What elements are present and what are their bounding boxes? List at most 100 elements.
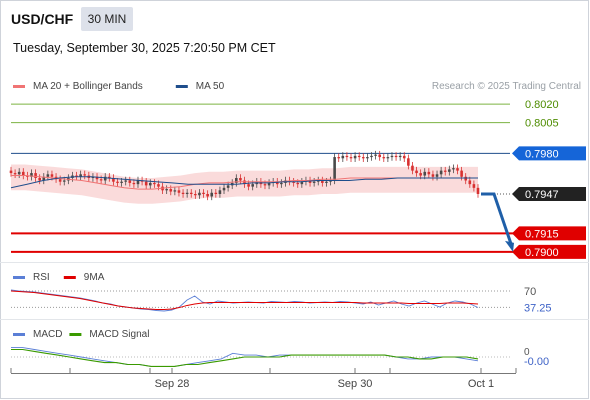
candle-body xyxy=(21,171,25,176)
candle-body xyxy=(345,155,349,158)
candle-body xyxy=(222,187,226,191)
candle-body xyxy=(214,192,218,194)
candle-body xyxy=(95,176,99,180)
candle-body xyxy=(153,182,156,185)
candle-body xyxy=(239,178,242,181)
candle-body xyxy=(177,190,181,193)
support-label: 0.7915 xyxy=(525,228,559,240)
candle-body xyxy=(148,182,152,186)
candle-body xyxy=(99,179,103,181)
candle-body xyxy=(83,174,87,176)
candle-body xyxy=(132,182,136,185)
x-tick-label: Oct 1 xyxy=(468,378,494,390)
candle-body xyxy=(79,174,82,177)
candle-body xyxy=(136,180,140,185)
candle-body xyxy=(243,180,246,185)
candle-body xyxy=(419,173,422,176)
candle-body xyxy=(427,171,431,175)
candle-body xyxy=(9,170,13,174)
candle-body xyxy=(366,157,369,159)
legend-rsi-label: RSI xyxy=(33,272,50,283)
candle-body xyxy=(157,184,160,187)
ma50-line xyxy=(10,176,478,189)
resistance-label: 0.8005 xyxy=(525,118,559,130)
rsi-value-label: 37.25 xyxy=(524,302,552,314)
legend-main-label: MA 20 + Bollinger Bands xyxy=(33,81,143,92)
projection-arrowhead xyxy=(505,240,514,252)
candle-body xyxy=(112,178,115,182)
candle-body xyxy=(460,170,463,177)
legend-rsi-label: 9MA xyxy=(84,272,105,283)
candle-body xyxy=(206,194,209,197)
candle-body xyxy=(58,179,62,182)
candle-body xyxy=(357,155,361,158)
candle-body xyxy=(165,189,168,191)
candle-body xyxy=(394,155,398,158)
candle-body xyxy=(411,165,414,171)
candle-body xyxy=(173,190,177,192)
candle-body xyxy=(202,192,205,194)
candle-body xyxy=(325,181,328,183)
x-tick-label: Sep 28 xyxy=(155,378,190,390)
candle-body xyxy=(50,174,54,177)
legend-main-label: MA 50 xyxy=(196,81,225,92)
candle-body xyxy=(353,155,357,159)
candle-body xyxy=(476,187,480,194)
candle-body xyxy=(337,157,341,159)
candle-body xyxy=(75,175,78,177)
candle-body xyxy=(251,184,254,187)
candle-body xyxy=(210,192,214,197)
candle-body xyxy=(386,157,390,159)
candle-body xyxy=(452,168,455,170)
candle-body xyxy=(321,180,324,183)
candle-body xyxy=(144,181,148,186)
candle-body xyxy=(312,181,316,183)
legend-rsi-swatch xyxy=(13,276,25,279)
candle-body xyxy=(263,184,267,186)
candle-body xyxy=(194,194,197,196)
candle-body xyxy=(349,157,353,159)
candle-body xyxy=(185,192,189,194)
candle-body xyxy=(189,192,193,194)
candle-body xyxy=(316,180,320,182)
candle-body xyxy=(407,158,410,166)
legend-macd-label: MACD xyxy=(33,329,62,340)
support-tag xyxy=(512,226,586,241)
candle-body xyxy=(390,155,394,158)
candle-body xyxy=(218,190,222,194)
candle-body xyxy=(468,180,472,185)
rsi-ma9-line xyxy=(10,290,479,310)
candle-body xyxy=(415,170,418,174)
candle-body xyxy=(267,182,271,186)
support-tag xyxy=(512,244,586,259)
candle-body xyxy=(456,168,459,171)
resistance-label: 0.8020 xyxy=(525,99,559,111)
candle-body xyxy=(374,154,377,156)
timeframe-badge[interactable]: 30 MIN xyxy=(81,7,133,31)
x-tick-label: Sep 30 xyxy=(338,378,373,390)
candle-body xyxy=(329,180,332,182)
candle-body xyxy=(42,176,46,181)
candle-body xyxy=(398,155,402,158)
projection-arrow xyxy=(481,192,513,245)
macd-value-label: -0.00 xyxy=(524,356,549,368)
candle-body xyxy=(435,174,439,177)
pivot-tag xyxy=(512,146,586,161)
candle-body xyxy=(108,176,111,178)
candle-body xyxy=(464,176,468,181)
candle-body xyxy=(448,169,451,172)
symbol-title: USD/CHF xyxy=(11,11,74,27)
candle-body xyxy=(378,154,381,158)
candle-body xyxy=(13,173,17,175)
candle-body xyxy=(120,181,123,183)
candle-body xyxy=(292,181,295,183)
candle-body xyxy=(361,157,365,159)
pivot-label: 0.7980 xyxy=(525,148,559,160)
candle-body xyxy=(124,180,128,182)
candle-body xyxy=(181,192,185,194)
candle-body xyxy=(17,171,21,175)
legend-main-swatch xyxy=(175,85,188,88)
rsi-tick-70: 70 xyxy=(524,286,536,298)
candle-body xyxy=(423,171,427,176)
